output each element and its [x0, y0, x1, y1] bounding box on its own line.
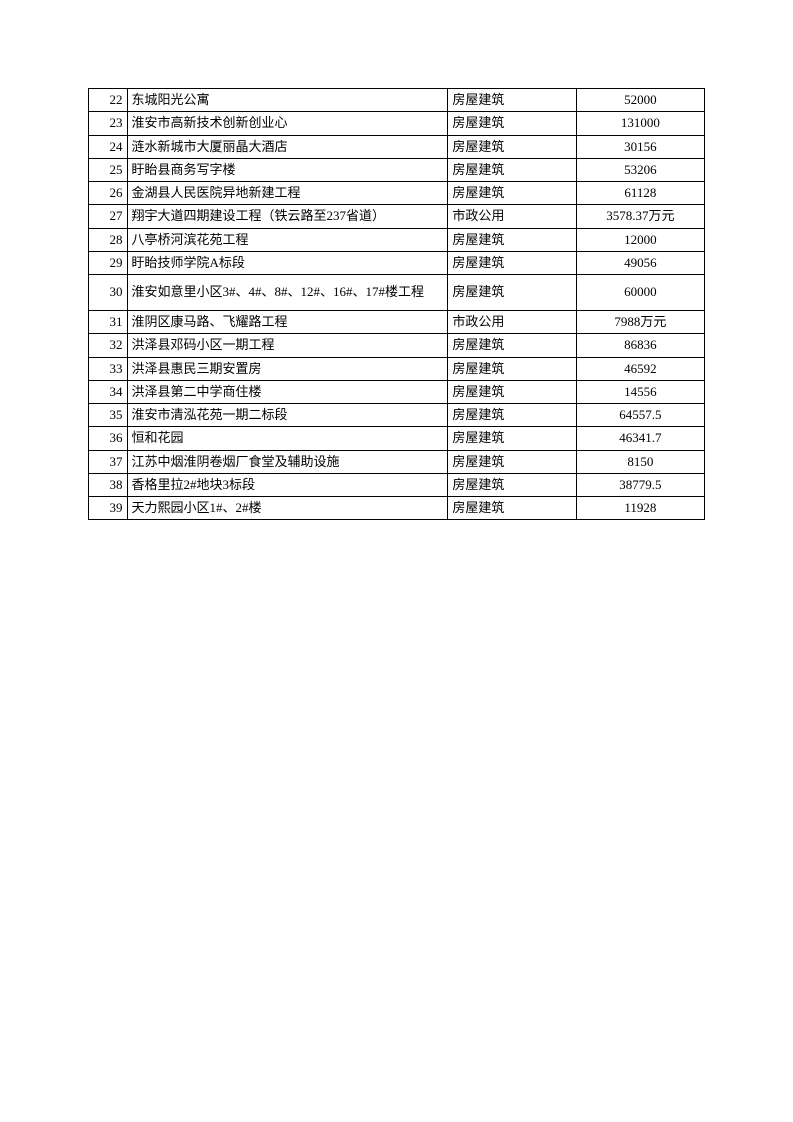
cell-value: 60000 — [576, 275, 704, 311]
cell-type: 房屋建筑 — [448, 380, 576, 403]
cell-value: 8150 — [576, 450, 704, 473]
table-row: 39天力熙园小区1#、2#楼房屋建筑11928 — [89, 497, 705, 520]
cell-type: 房屋建筑 — [448, 334, 576, 357]
cell-type: 房屋建筑 — [448, 275, 576, 311]
cell-number: 38 — [89, 473, 128, 496]
cell-type: 市政公用 — [448, 205, 576, 228]
cell-value: 7988万元 — [576, 311, 704, 334]
cell-project-name: 淮安如意里小区3#、4#、8#、12#、16#、17#楼工程 — [127, 275, 448, 311]
cell-project-name: 香格里拉2#地块3标段 — [127, 473, 448, 496]
cell-value: 46341.7 — [576, 427, 704, 450]
cell-number: 24 — [89, 135, 128, 158]
table-row: 33洪泽县惠民三期安置房房屋建筑46592 — [89, 357, 705, 380]
cell-project-name: 洪泽县第二中学商住楼 — [127, 380, 448, 403]
cell-number: 26 — [89, 182, 128, 205]
cell-type: 房屋建筑 — [448, 473, 576, 496]
cell-type: 房屋建筑 — [448, 251, 576, 274]
table-row: 23淮安市高新技术创新创业心房屋建筑131000 — [89, 112, 705, 135]
table-row: 34洪泽县第二中学商住楼房屋建筑14556 — [89, 380, 705, 403]
table-row: 30淮安如意里小区3#、4#、8#、12#、16#、17#楼工程房屋建筑6000… — [89, 275, 705, 311]
table-row: 26金湖县人民医院异地新建工程房屋建筑61128 — [89, 182, 705, 205]
cell-project-name: 翔宇大道四期建设工程（铁云路至237省道） — [127, 205, 448, 228]
cell-type: 房屋建筑 — [448, 357, 576, 380]
table-row: 31淮阴区康马路、飞耀路工程市政公用7988万元 — [89, 311, 705, 334]
cell-number: 32 — [89, 334, 128, 357]
cell-type: 房屋建筑 — [448, 112, 576, 135]
cell-value: 53206 — [576, 158, 704, 181]
cell-number: 31 — [89, 311, 128, 334]
cell-project-name: 江苏中烟淮阴卷烟厂食堂及辅助设施 — [127, 450, 448, 473]
cell-value: 131000 — [576, 112, 704, 135]
table-row: 27翔宇大道四期建设工程（铁云路至237省道）市政公用3578.37万元 — [89, 205, 705, 228]
cell-type: 房屋建筑 — [448, 135, 576, 158]
cell-number: 36 — [89, 427, 128, 450]
cell-value: 14556 — [576, 380, 704, 403]
cell-project-name: 洪泽县惠民三期安置房 — [127, 357, 448, 380]
cell-number: 30 — [89, 275, 128, 311]
table-row: 28八亭桥河滨花苑工程房屋建筑12000 — [89, 228, 705, 251]
cell-value: 61128 — [576, 182, 704, 205]
table-row: 29盱眙技师学院A标段房屋建筑49056 — [89, 251, 705, 274]
table-row: 37江苏中烟淮阴卷烟厂食堂及辅助设施房屋建筑8150 — [89, 450, 705, 473]
cell-value: 46592 — [576, 357, 704, 380]
table-row: 35淮安市清泓花苑一期二标段房屋建筑64557.5 — [89, 404, 705, 427]
cell-project-name: 淮阴区康马路、飞耀路工程 — [127, 311, 448, 334]
cell-number: 25 — [89, 158, 128, 181]
cell-value: 12000 — [576, 228, 704, 251]
cell-number: 28 — [89, 228, 128, 251]
table-body: 22东城阳光公寓房屋建筑5200023淮安市高新技术创新创业心房屋建筑13100… — [89, 89, 705, 520]
cell-type: 房屋建筑 — [448, 450, 576, 473]
cell-value: 86836 — [576, 334, 704, 357]
cell-number: 37 — [89, 450, 128, 473]
table-row: 32洪泽县邓码小区一期工程房屋建筑86836 — [89, 334, 705, 357]
cell-number: 35 — [89, 404, 128, 427]
cell-number: 23 — [89, 112, 128, 135]
cell-type: 房屋建筑 — [448, 89, 576, 112]
cell-type: 房屋建筑 — [448, 404, 576, 427]
cell-value: 49056 — [576, 251, 704, 274]
cell-project-name: 淮安市高新技术创新创业心 — [127, 112, 448, 135]
cell-number: 22 — [89, 89, 128, 112]
projects-table: 22东城阳光公寓房屋建筑5200023淮安市高新技术创新创业心房屋建筑13100… — [88, 88, 705, 520]
cell-number: 39 — [89, 497, 128, 520]
cell-type: 房屋建筑 — [448, 427, 576, 450]
cell-value: 11928 — [576, 497, 704, 520]
cell-number: 29 — [89, 251, 128, 274]
cell-value: 38779.5 — [576, 473, 704, 496]
cell-project-name: 淮安市清泓花苑一期二标段 — [127, 404, 448, 427]
cell-number: 34 — [89, 380, 128, 403]
cell-project-name: 恒和花园 — [127, 427, 448, 450]
table-row: 24涟水新城市大厦丽晶大酒店房屋建筑30156 — [89, 135, 705, 158]
cell-project-name: 盱眙县商务写字楼 — [127, 158, 448, 181]
cell-value: 64557.5 — [576, 404, 704, 427]
cell-number: 33 — [89, 357, 128, 380]
table-row: 36恒和花园房屋建筑46341.7 — [89, 427, 705, 450]
cell-type: 市政公用 — [448, 311, 576, 334]
table-row: 38香格里拉2#地块3标段房屋建筑38779.5 — [89, 473, 705, 496]
cell-project-name: 东城阳光公寓 — [127, 89, 448, 112]
cell-value: 3578.37万元 — [576, 205, 704, 228]
cell-type: 房屋建筑 — [448, 158, 576, 181]
cell-project-name: 八亭桥河滨花苑工程 — [127, 228, 448, 251]
cell-project-name: 天力熙园小区1#、2#楼 — [127, 497, 448, 520]
cell-project-name: 金湖县人民医院异地新建工程 — [127, 182, 448, 205]
cell-type: 房屋建筑 — [448, 497, 576, 520]
cell-number: 27 — [89, 205, 128, 228]
cell-project-name: 盱眙技师学院A标段 — [127, 251, 448, 274]
cell-value: 52000 — [576, 89, 704, 112]
cell-type: 房屋建筑 — [448, 182, 576, 205]
table-row: 25盱眙县商务写字楼房屋建筑53206 — [89, 158, 705, 181]
cell-project-name: 洪泽县邓码小区一期工程 — [127, 334, 448, 357]
cell-value: 30156 — [576, 135, 704, 158]
table-row: 22东城阳光公寓房屋建筑52000 — [89, 89, 705, 112]
cell-type: 房屋建筑 — [448, 228, 576, 251]
cell-project-name: 涟水新城市大厦丽晶大酒店 — [127, 135, 448, 158]
